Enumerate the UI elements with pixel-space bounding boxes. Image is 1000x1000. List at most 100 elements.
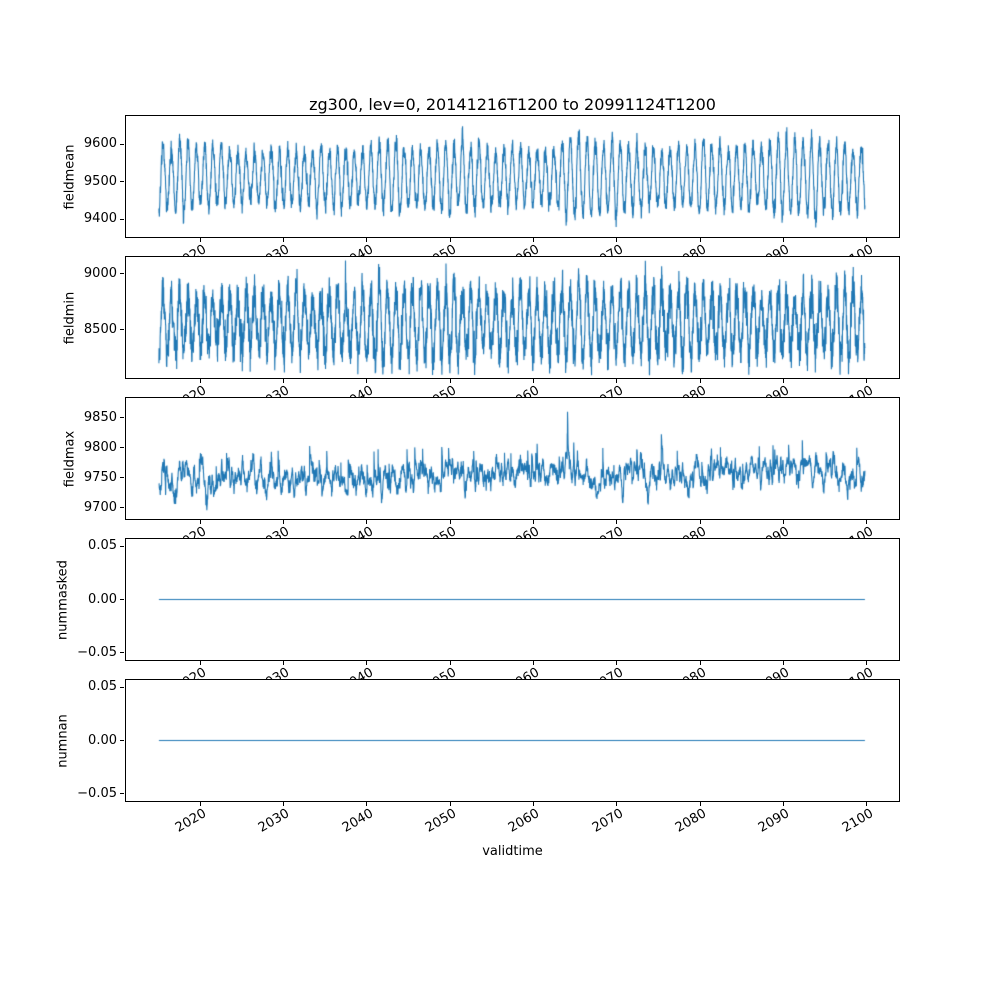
x-tick-label: 2060 <box>506 806 543 836</box>
series-canvas-fieldmean <box>126 116 899 237</box>
y-tick-label: 9750 <box>83 469 117 485</box>
y-tick-label: 0.05 <box>88 679 117 695</box>
y-axis-label-fieldmax: fieldmax <box>62 430 78 487</box>
x-tick-mark <box>366 802 368 806</box>
x-tick-mark <box>199 238 201 242</box>
x-tick-mark <box>616 379 618 383</box>
x-tick-label: 2030 <box>256 806 293 836</box>
x-tick-mark <box>699 802 701 806</box>
y-tick-label: 9000 <box>83 265 117 281</box>
x-tick-mark <box>782 802 784 806</box>
x-tick-mark <box>366 238 368 242</box>
x-tick-mark <box>199 379 201 383</box>
x-tick-mark <box>532 661 534 665</box>
series-canvas-nummasked <box>126 539 899 660</box>
y-tick-mark <box>120 686 124 688</box>
y-tick-mark <box>120 143 124 145</box>
x-tick-mark <box>532 520 534 524</box>
x-tick-mark <box>866 520 868 524</box>
y-tick-mark <box>120 447 124 449</box>
y-tick-mark <box>120 218 124 220</box>
x-tick-mark <box>366 520 368 524</box>
x-tick-mark <box>449 379 451 383</box>
y-tick-label: 8500 <box>83 321 117 337</box>
x-tick-mark <box>199 802 201 806</box>
x-tick-mark <box>699 238 701 242</box>
subplot-fieldmean <box>125 115 900 238</box>
series-canvas-fieldmax <box>126 398 899 519</box>
x-tick-mark <box>866 802 868 806</box>
y-tick-label: 9700 <box>83 499 117 515</box>
y-tick-mark <box>120 545 124 547</box>
x-tick-mark <box>616 238 618 242</box>
x-tick-mark <box>532 238 534 242</box>
y-tick-mark <box>120 599 124 600</box>
x-tick-mark <box>449 520 451 524</box>
x-tick-mark <box>782 238 784 242</box>
x-tick-mark <box>782 661 784 665</box>
x-tick-mark <box>699 661 701 665</box>
x-tick-mark <box>449 238 451 242</box>
y-axis-label-numnan: numnan <box>55 713 71 768</box>
y-tick-label: 9500 <box>83 173 117 189</box>
series-canvas-fieldmin <box>126 257 899 378</box>
y-tick-label: 9850 <box>83 409 117 425</box>
x-tick-mark <box>282 238 284 242</box>
series-canvas-numnan <box>126 680 899 801</box>
x-tick-label: 2070 <box>589 806 626 836</box>
x-tick-mark <box>699 379 701 383</box>
subplot-fieldmin <box>125 256 900 379</box>
x-tick-mark <box>532 379 534 383</box>
x-tick-mark <box>199 520 201 524</box>
chart-title: zg300, lev=0, 20141216T1200 to 20991124T… <box>309 95 716 114</box>
y-axis-label-nummasked: nummasked <box>55 559 71 640</box>
y-tick-label: −0.05 <box>77 644 117 660</box>
x-tick-mark <box>449 802 451 806</box>
x-tick-label: 2020 <box>172 806 209 836</box>
x-tick-label: 2040 <box>339 806 376 836</box>
y-tick-label: 9400 <box>83 211 117 227</box>
y-tick-mark <box>120 417 124 418</box>
x-tick-mark <box>366 661 368 665</box>
x-tick-mark <box>199 661 201 665</box>
x-tick-mark <box>449 661 451 665</box>
y-tick-label: −0.05 <box>77 785 117 801</box>
subplot-numnan <box>125 679 900 802</box>
x-tick-mark <box>616 661 618 665</box>
x-tick-mark <box>782 379 784 383</box>
y-tick-mark <box>120 477 124 479</box>
x-tick-mark <box>866 661 868 665</box>
y-tick-mark <box>120 181 124 183</box>
x-tick-mark <box>282 520 284 524</box>
y-tick-mark <box>120 329 124 331</box>
y-tick-mark <box>120 273 124 275</box>
y-tick-mark <box>120 740 124 741</box>
y-tick-label: 9600 <box>83 136 117 152</box>
y-tick-label: 9800 <box>83 439 117 455</box>
y-tick-label: 0.05 <box>88 538 117 554</box>
x-tick-mark <box>282 802 284 806</box>
x-tick-label: 2100 <box>839 806 876 836</box>
subplot-fieldmax <box>125 397 900 520</box>
y-tick-mark <box>120 793 124 795</box>
x-tick-mark <box>699 520 701 524</box>
x-tick-mark <box>532 802 534 806</box>
x-tick-mark <box>782 520 784 524</box>
x-tick-label: 2080 <box>672 806 709 836</box>
y-tick-mark <box>120 507 124 509</box>
y-tick-mark <box>120 652 124 654</box>
x-tick-mark <box>616 520 618 524</box>
y-axis-label-fieldmin: fieldmin <box>62 291 78 344</box>
x-tick-mark <box>866 379 868 383</box>
x-tick-mark <box>282 379 284 383</box>
x-tick-mark <box>366 379 368 383</box>
y-axis-label-fieldmean: fieldmean <box>62 144 78 209</box>
x-axis-label: validtime <box>482 844 543 859</box>
subplot-nummasked <box>125 538 900 661</box>
y-tick-label: 0.00 <box>88 732 117 748</box>
x-tick-label: 2090 <box>756 806 793 836</box>
x-tick-label: 2050 <box>422 806 459 836</box>
x-tick-mark <box>282 661 284 665</box>
y-tick-label: 0.00 <box>88 591 117 607</box>
